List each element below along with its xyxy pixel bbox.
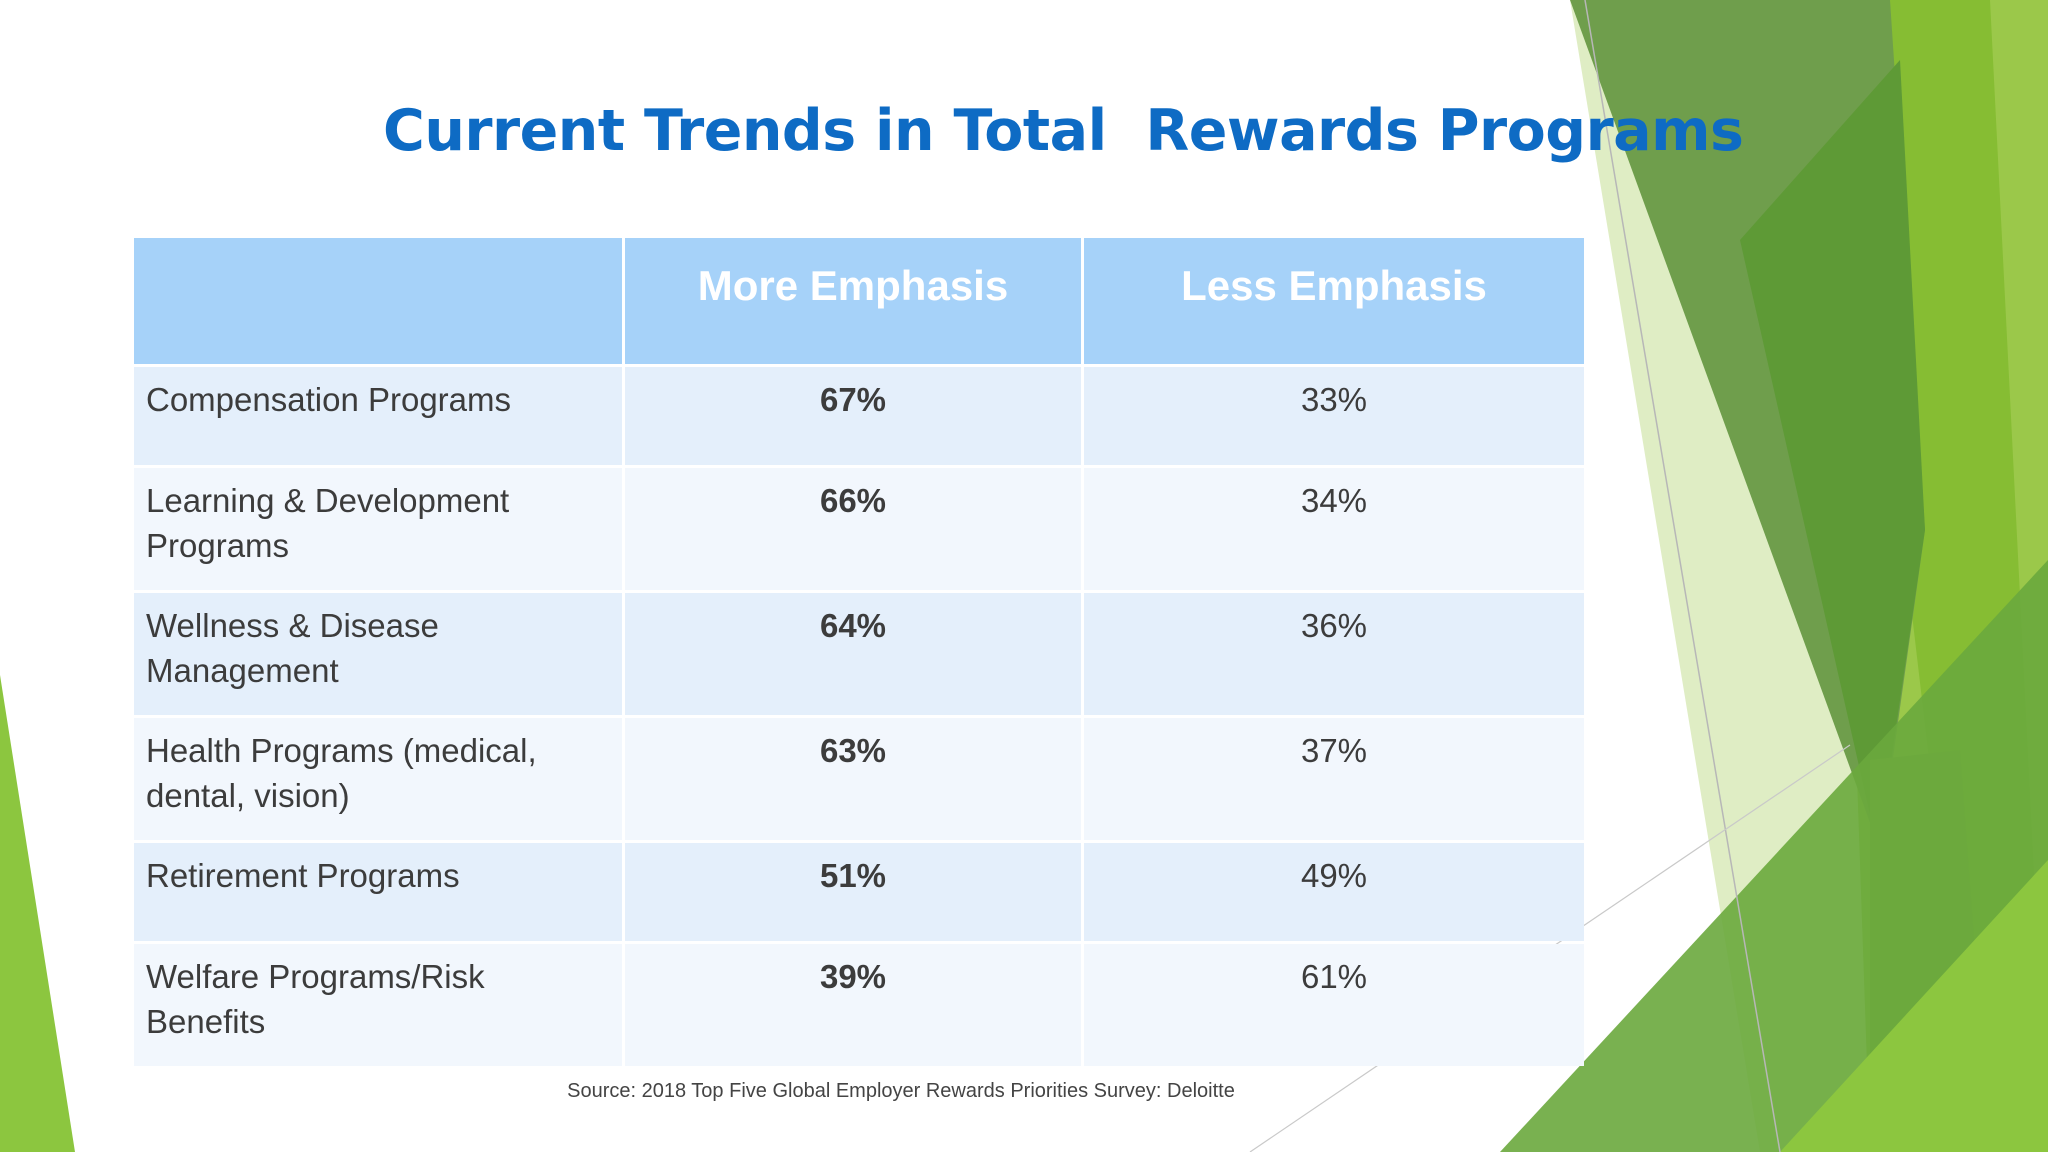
row-category: Compensation Programs	[134, 367, 622, 465]
row-category: Health Programs (medical, dental, vision…	[134, 718, 622, 840]
table-row: Wellness & Disease Management 64% 36%	[134, 593, 1584, 715]
table-header-row: More Emphasis Less Emphasis	[134, 238, 1584, 364]
table-row: Health Programs (medical, dental, vision…	[134, 718, 1584, 840]
bottom-right-lime-triangle	[1780, 860, 2048, 1152]
header-category	[134, 238, 622, 364]
row-category: Retirement Programs	[134, 843, 622, 941]
row-more-emphasis: 64%	[625, 593, 1081, 715]
slide-title: Current Trends in Total Rewards Programs	[383, 98, 1744, 164]
thin-diagonal-line	[1584, 0, 1781, 1152]
row-less-emphasis: 34%	[1084, 468, 1584, 590]
row-less-emphasis: 61%	[1084, 944, 1584, 1066]
bottom-right-green-triangle	[1500, 560, 2048, 1152]
source-citation: Source: 2018 Top Five Global Employer Re…	[567, 1080, 1235, 1102]
table-row: Compensation Programs 67% 33%	[134, 367, 1584, 465]
table-row: Welfare Programs/Risk Benefits 39% 61%	[134, 944, 1584, 1066]
row-category: Welfare Programs/Risk Benefits	[134, 944, 622, 1066]
row-more-emphasis: 63%	[625, 718, 1081, 840]
row-category: Learning & Development Programs	[134, 468, 622, 590]
table-row: Learning & Development Programs 66% 34%	[134, 468, 1584, 590]
right-mid-green-shard	[1740, 60, 1925, 850]
table-row: Retirement Programs 51% 49%	[134, 843, 1584, 941]
row-less-emphasis: 33%	[1084, 367, 1584, 465]
row-more-emphasis: 39%	[625, 944, 1081, 1066]
row-less-emphasis: 37%	[1084, 718, 1584, 840]
row-more-emphasis: 66%	[625, 468, 1081, 590]
rewards-trends-table: More Emphasis Less Emphasis Compensation…	[131, 235, 1587, 1069]
left-green-sliver	[0, 675, 75, 1152]
header-less-emphasis: Less Emphasis	[1084, 238, 1584, 364]
row-less-emphasis: 49%	[1084, 843, 1584, 941]
row-more-emphasis: 51%	[625, 843, 1081, 941]
row-less-emphasis: 36%	[1084, 593, 1584, 715]
header-more-emphasis: More Emphasis	[625, 238, 1081, 364]
row-category: Wellness & Disease Management	[134, 593, 622, 715]
row-more-emphasis: 67%	[625, 367, 1081, 465]
